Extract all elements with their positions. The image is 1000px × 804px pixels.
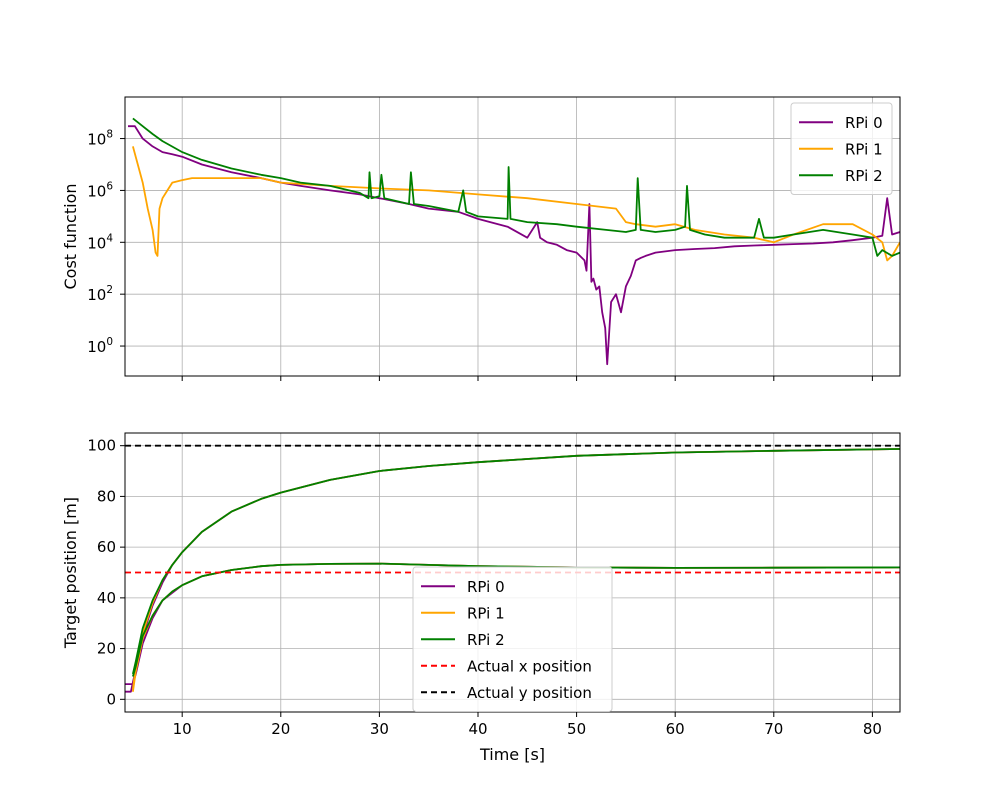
legend-0: RPi 0 RPi 1 RPi 2 [790, 102, 893, 195]
legend-label: RPi 2 [467, 631, 505, 649]
x-tick-label: 80 [863, 720, 882, 738]
grid-0 [125, 97, 900, 376]
target-position-axes: Target position [m] Time [s] 10 20 30 40 50 6… [61, 432, 901, 764]
y-tick-label: 20 [97, 640, 116, 658]
y-tick-label: 108 [87, 129, 113, 149]
x-tick-label: 50 [567, 720, 586, 738]
series-line-rpi-2 [132, 117, 900, 257]
legend-frame [790, 102, 893, 195]
y-tick-label: 0 [106, 690, 116, 708]
series-group-0 [128, 117, 900, 366]
x-tick-label: 30 [370, 720, 389, 738]
legend-label: RPi 0 [467, 578, 505, 596]
axis-xlabel-time: Time [s] [479, 745, 545, 764]
legend-1: RPi 0 RPi 1 RPi 2 Actual x position Actual y… [412, 566, 613, 712]
series-line-rpi-2 [132, 448, 900, 675]
series-line-rpi-1 [132, 146, 900, 262]
x-tick-label: 60 [666, 720, 685, 738]
y-tick-label: 104 [87, 232, 113, 252]
legend-label: RPi 1 [845, 140, 883, 158]
legend-label: RPi 0 [845, 114, 883, 132]
axis-ylabel-position: Target position [m] [61, 497, 80, 649]
legend-label: Actual x position [467, 657, 592, 675]
legend-label: Actual y position [467, 684, 592, 702]
y-tick-label: 102 [87, 284, 113, 304]
legend-label: RPi 2 [845, 167, 883, 185]
legend-frame [412, 566, 613, 712]
y-tick-label: 40 [97, 589, 116, 607]
y-tick-label: 100 [87, 336, 113, 356]
legend-label: RPi 1 [467, 604, 505, 622]
x-tick-label: 20 [271, 720, 290, 738]
y-tick-label: 100 [87, 437, 116, 455]
axes-frame-0 [124, 96, 901, 377]
x-tick-label: 70 [764, 720, 783, 738]
y-tick-label: 60 [97, 538, 116, 556]
y-tick-label: 106 [87, 180, 113, 200]
axis-ylabel-cost: Cost function [61, 183, 80, 289]
y-tick-label: 80 [97, 487, 116, 505]
x-tick-label: 40 [468, 720, 487, 738]
x-tick-label: 10 [173, 720, 192, 738]
